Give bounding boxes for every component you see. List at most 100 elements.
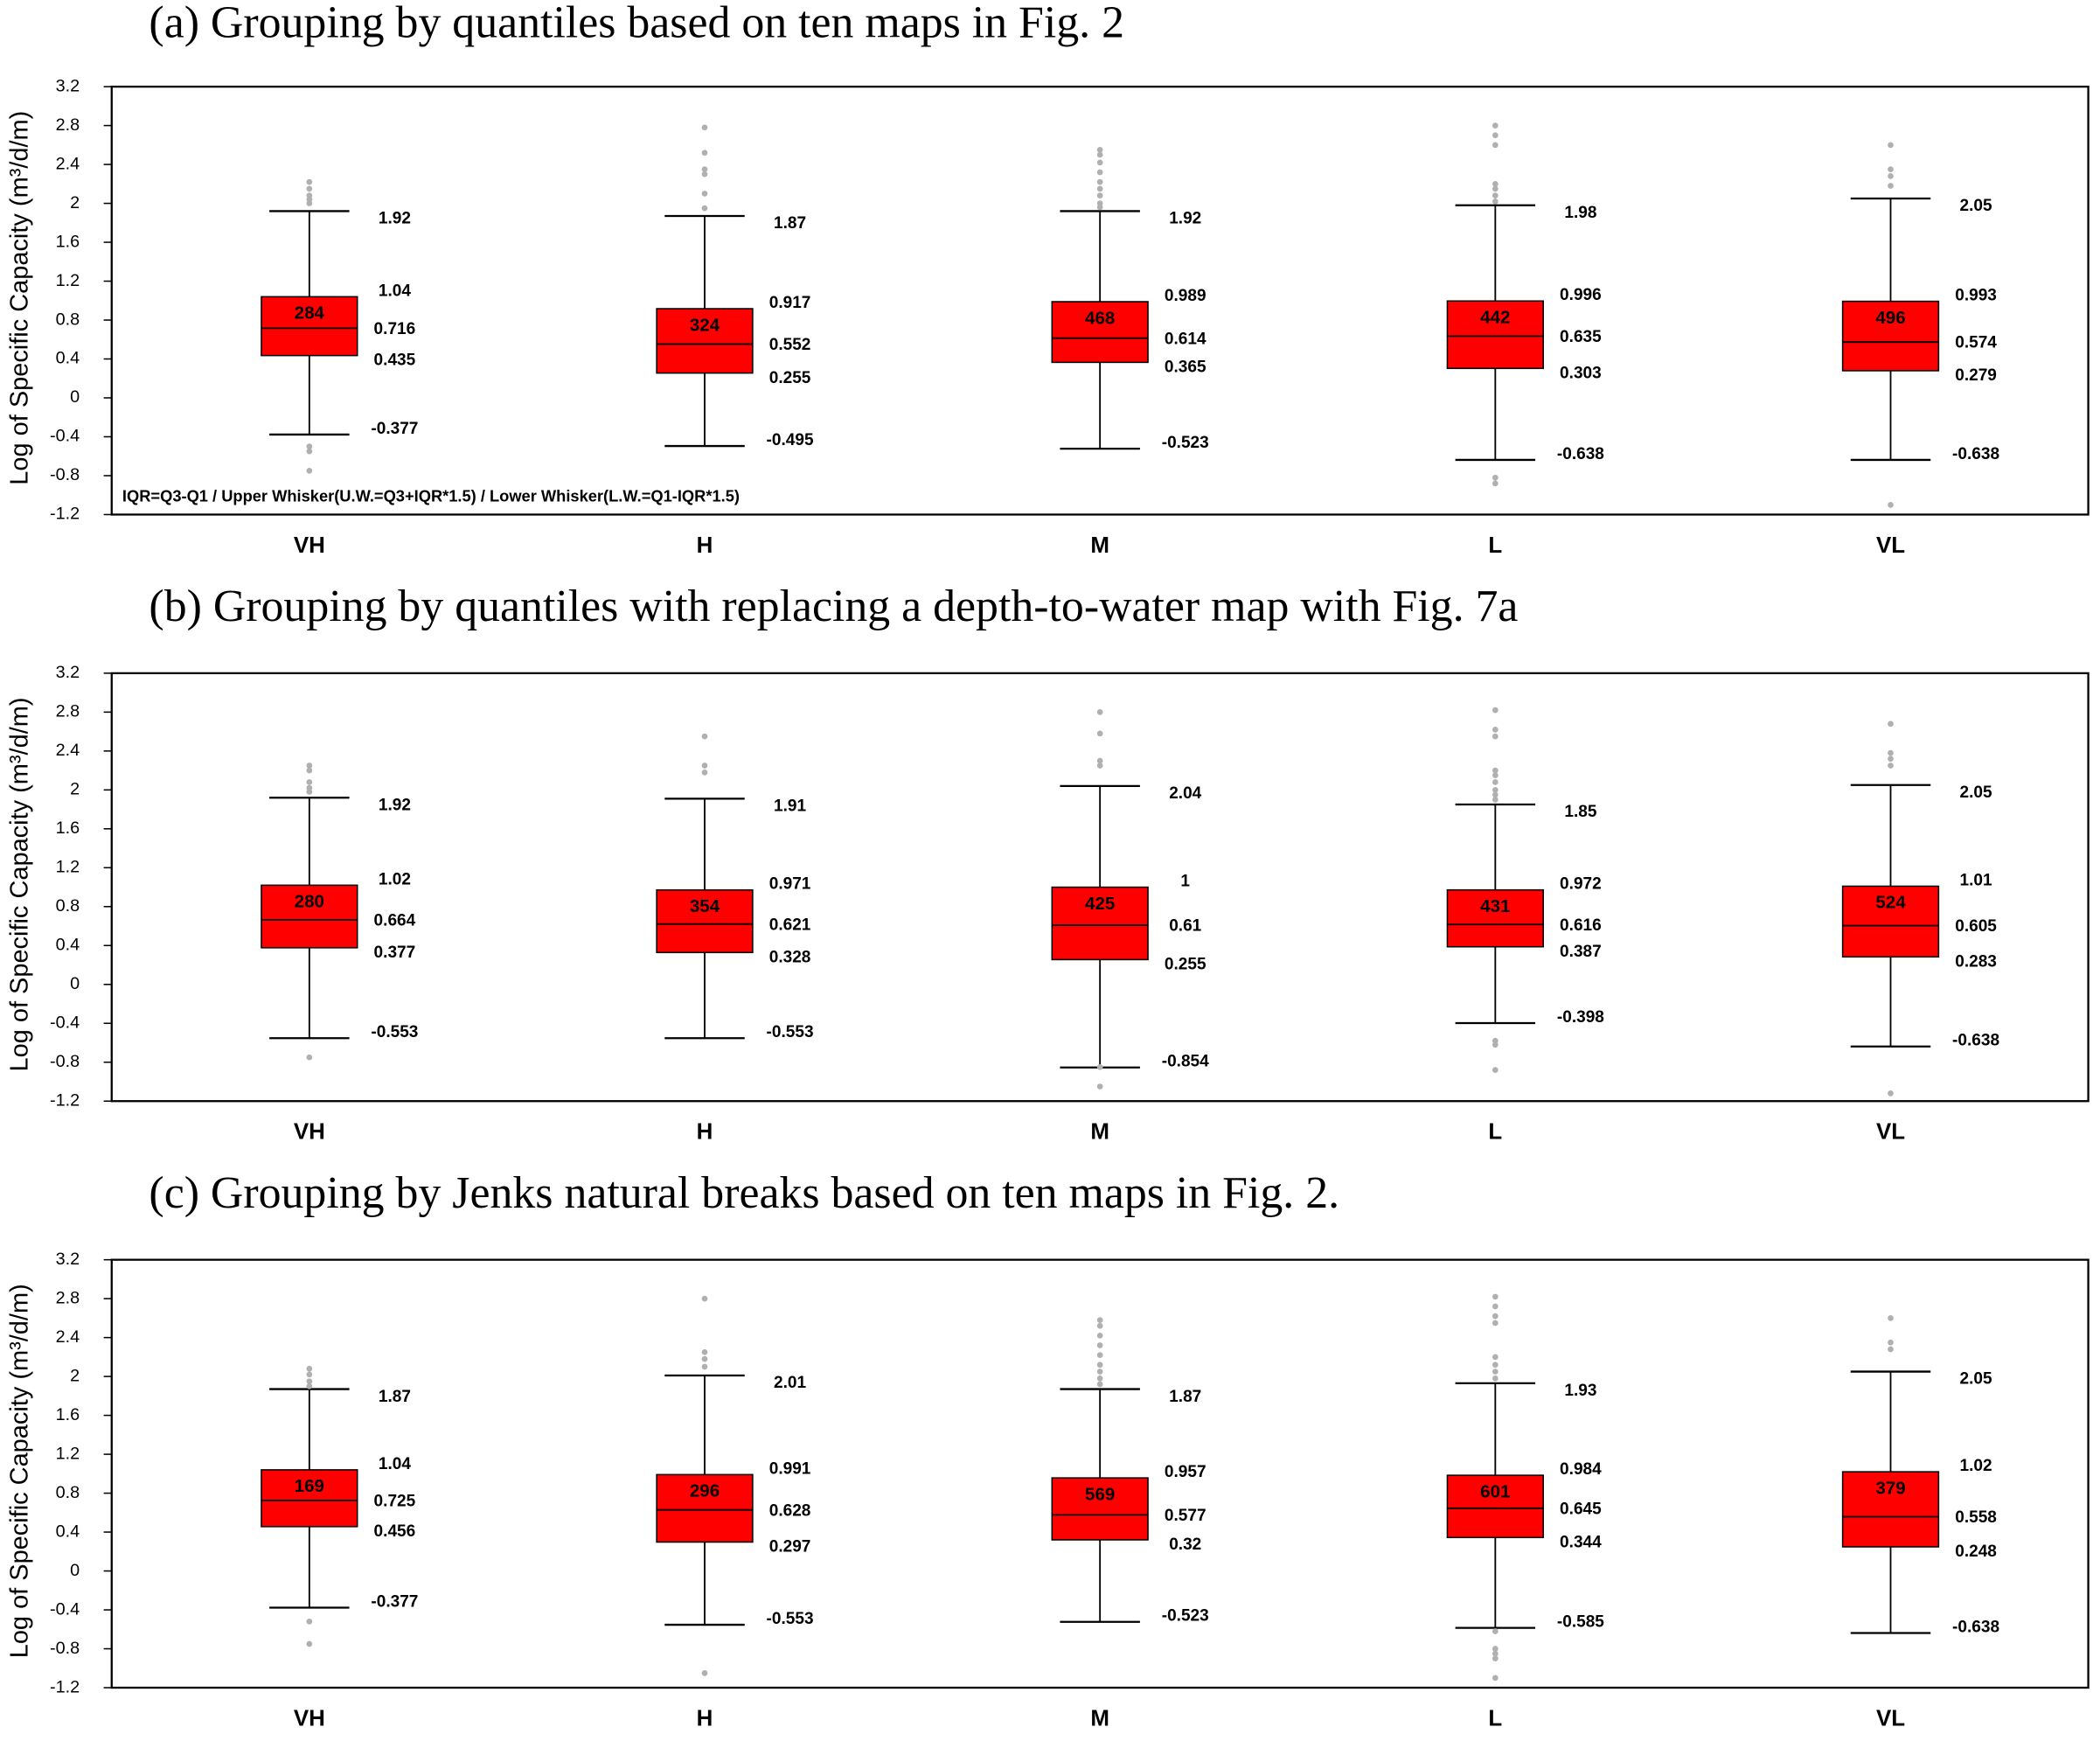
y-tick-label: 0.8 [56,310,80,329]
outlier [1096,1342,1103,1348]
y-tick-label: 0.8 [56,1483,80,1502]
outlier [1492,1303,1499,1310]
count-label: 284 [295,303,325,324]
box [1051,886,1149,961]
chart-title: (c) Grouping by Jenks natural breaks bas… [149,1168,1339,1218]
q3-label: 0.971 [769,875,811,894]
median-label: 0.645 [1560,1500,1602,1518]
outlier [1096,1381,1103,1388]
outlier [1492,1320,1499,1327]
outlier [1492,1650,1499,1657]
outlier [701,124,708,131]
outlier [1888,1346,1894,1353]
lower-whisker-label: -0.553 [767,1023,814,1041]
outlier [1888,749,1894,756]
chart-title: (b) Grouping by quantiles with replacing… [149,581,1518,631]
lower-whisker-label: -0.553 [767,1610,814,1628]
lower-whisker-label: -0.553 [371,1023,418,1041]
upper-whisker-label: 2.05 [1960,783,1992,802]
x-tick-label: L [1488,1120,1502,1145]
q3-label: 0.984 [1560,1460,1602,1479]
y-tick-label: 2.8 [56,115,80,135]
outlier [1096,178,1103,185]
median-label: 0.664 [374,911,416,930]
box [1841,1471,1940,1548]
y-tick-label: 1.6 [56,1405,80,1424]
count-label: 569 [1085,1484,1115,1504]
outlier [1492,772,1499,779]
outlier [1492,122,1499,129]
x-tick-label: L [1488,1706,1502,1731]
count-label: 324 [690,315,720,335]
upper-whisker-label: 1.87 [1169,1388,1201,1406]
outlier [306,1619,313,1625]
y-tick-label: -1.2 [50,1677,80,1696]
outlier [1492,1628,1499,1634]
q1-label: 0.303 [1560,364,1602,382]
count-label: 431 [1480,896,1510,916]
box [1841,300,1940,372]
count-label: 468 [1085,308,1115,328]
q3-label: 0.989 [1165,287,1206,305]
y-tick-label: 1.2 [56,858,80,877]
q3-label: 1.01 [1960,871,1992,889]
q1-label: 0.283 [1955,952,1997,971]
outlier [1492,707,1499,714]
outlier [1888,501,1894,508]
outlier [1492,797,1499,803]
outlier [701,769,708,776]
outlier [1492,1368,1499,1375]
y-tick-label: 0.4 [56,936,80,955]
outlier [1492,1041,1499,1048]
y-tick-label: 3.2 [56,1250,80,1269]
upper-whisker-label: 2.04 [1169,784,1201,803]
outlier [1096,192,1103,199]
q1-label: 0.328 [769,948,811,966]
y-tick-label: 2 [70,193,80,212]
outlier [1492,1375,1499,1382]
plot-frame [110,672,2090,1103]
outlier [1096,1083,1103,1090]
upper-whisker-label: 1.92 [379,796,411,814]
upper-whisker-label: 1.92 [1169,210,1201,228]
outlier [1492,198,1499,205]
median-label: 0.616 [1560,916,1602,935]
y-tick-label: 2.4 [56,154,80,173]
outlier [1096,169,1103,176]
upper-whisker-label: 1.98 [1564,204,1596,222]
outlier [1492,1067,1499,1074]
outlier [701,171,708,178]
outlier [701,1355,708,1362]
outlier [306,200,313,206]
y-tick-label: 1.2 [56,271,80,290]
y-tick-label: -1.2 [50,1090,80,1110]
upper-whisker-label: 1.93 [1564,1382,1596,1400]
y-axis-label: Log of Specific Capacity (m³/d/m) [6,111,34,485]
q1-label: 0.279 [1955,366,1997,385]
count-label: 296 [690,1481,720,1501]
outlier [1492,786,1499,793]
q3-label: 1.02 [1960,1457,1992,1475]
y-tick-label: 3.2 [56,663,80,682]
count-label: 442 [1480,307,1510,327]
outlier [1492,733,1499,740]
outlier [701,150,708,157]
box [1051,1477,1149,1541]
outlier [701,166,708,172]
y-tick-label: 0 [70,974,80,993]
outlier [1096,1317,1103,1323]
outlier [1096,709,1103,715]
outlier [1096,1361,1103,1368]
outlier [306,448,313,455]
x-tick-label: L [1488,533,1502,558]
plot-frame [110,85,2090,516]
q3-label: 0.996 [1560,286,1602,304]
outlier [1888,166,1894,172]
box [261,296,358,357]
outlier [1492,480,1499,487]
outlier [306,763,313,769]
y-tick-label: 3.2 [56,76,80,95]
outlier [1492,1646,1499,1652]
x-tick-label: VH [294,1706,325,1731]
